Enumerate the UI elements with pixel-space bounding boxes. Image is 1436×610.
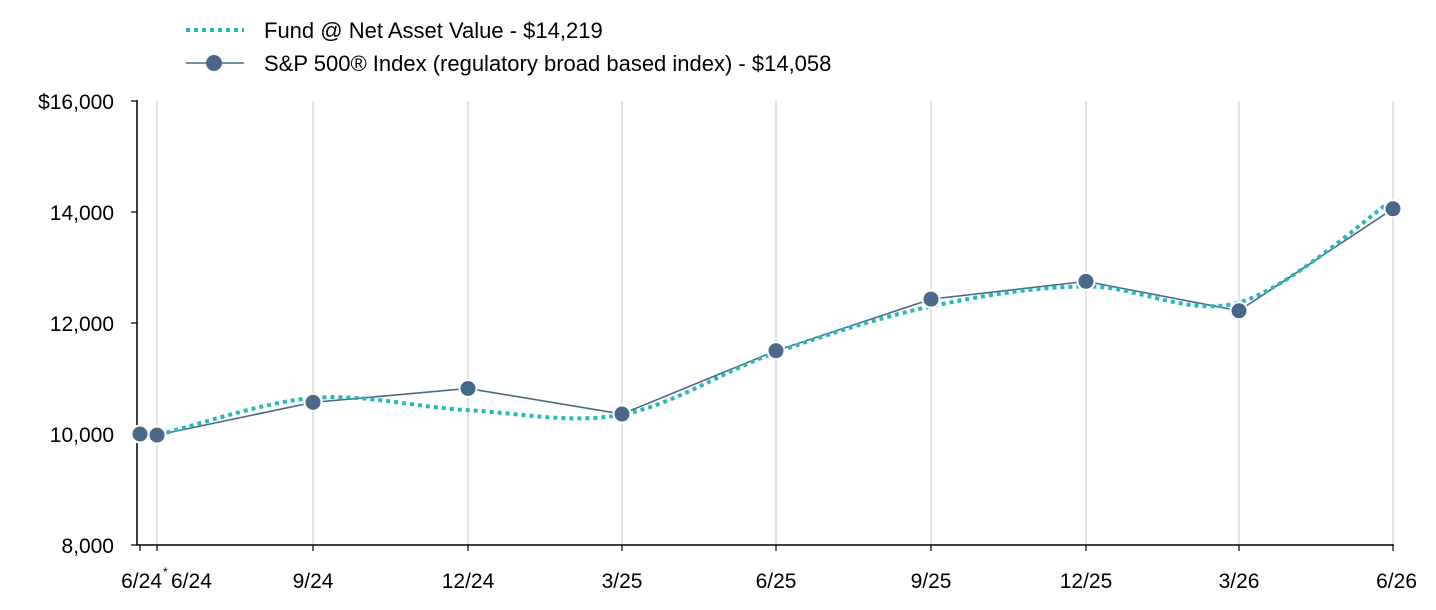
- x-tick-label: 9/24: [293, 570, 334, 593]
- x-tick-label: 6/24: [121, 570, 162, 593]
- gridlines: [156, 101, 1394, 545]
- legend-marker-index: [206, 55, 222, 71]
- index-point-9: [1383, 199, 1403, 219]
- index-point-7: [1076, 271, 1096, 291]
- legend-item-index: S&P 500® Index (regulatory broad based i…: [186, 51, 831, 76]
- y-tick-labels: $16,000 14,000 12,000 10,000 8,000: [38, 91, 137, 558]
- index-point-0: [130, 424, 150, 444]
- legend-item-fund: Fund @ Net Asset Value - $14,219: [186, 18, 603, 43]
- index-point-4: [612, 404, 632, 424]
- x-tick-label: 3/25: [602, 570, 643, 593]
- x-tick-labels: 6/24 * 6/24 9/24 12/24 3/25 6/25 9/25 12/25 3/26 6…: [121, 545, 1417, 593]
- index-point-5: [766, 341, 786, 361]
- y-tick-label: 14,000: [50, 202, 114, 225]
- legend: Fund @ Net Asset Value - $14,219 S&P 500…: [186, 18, 831, 76]
- index-point-1: [147, 425, 167, 445]
- index-point-8: [1229, 301, 1249, 321]
- index-point-3: [458, 378, 478, 398]
- series-line-index: [139, 208, 1394, 436]
- y-tick-label: 10,000: [50, 424, 114, 447]
- x-tick-label: 12/25: [1060, 570, 1113, 593]
- x-tick-label: 9/25: [911, 570, 952, 593]
- index-point-6: [921, 289, 941, 309]
- legend-label-index: S&P 500® Index (regulatory broad based i…: [264, 51, 831, 76]
- x-tick-footnote-marker: *: [163, 565, 168, 579]
- series-line-fund: [136, 198, 1395, 440]
- axes: [136, 100, 1394, 546]
- index-point-2: [303, 392, 323, 412]
- x-tick-label: 12/24: [442, 570, 495, 593]
- y-tick-label: 8,000: [61, 535, 114, 558]
- x-tick-label: 3/26: [1219, 570, 1260, 593]
- legend-label-fund: Fund @ Net Asset Value - $14,219: [264, 18, 603, 43]
- y-tick-label: $16,000: [38, 91, 114, 114]
- x-tick-label: 6/26: [1376, 570, 1417, 593]
- x-tick-label: 6/24: [171, 570, 212, 593]
- y-tick-label: 12,000: [50, 313, 114, 336]
- series-group: [130, 198, 1403, 445]
- x-tick-label: 6/25: [756, 570, 797, 593]
